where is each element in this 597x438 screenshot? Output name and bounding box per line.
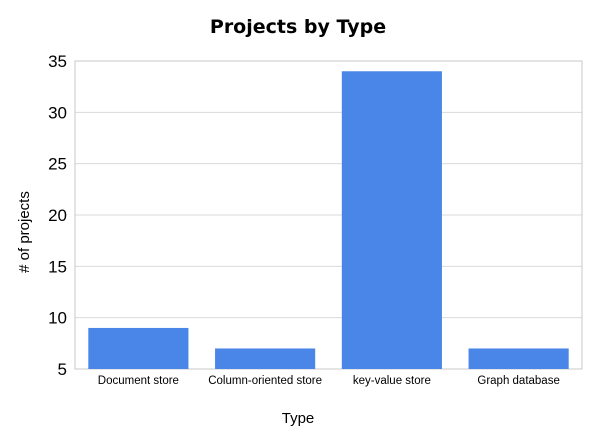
y-tick-label: 20 <box>48 206 67 225</box>
y-tick-label: 10 <box>48 309 67 328</box>
bar <box>88 327 189 369</box>
bar <box>215 348 316 369</box>
bar <box>468 348 569 369</box>
x-tick-label: Document store <box>98 375 179 387</box>
chart-title: Projects by Type <box>210 16 386 38</box>
x-tick-label: Graph database <box>477 375 559 387</box>
x-tick-label: Column-oriented store <box>208 375 322 387</box>
x-tick-label: key-value store <box>353 375 431 387</box>
plot-frame <box>74 60 583 370</box>
x-axis-label: Type <box>282 410 315 427</box>
y-tick-label: 15 <box>48 257 67 276</box>
bar <box>341 71 442 370</box>
bars <box>88 71 569 370</box>
x-tick-labels: Document store Column-oriented store key-v… <box>98 375 560 387</box>
y-axis-label: # of projects <box>16 191 33 273</box>
y-tick-label: 5 <box>58 360 67 379</box>
y-tick-label: 25 <box>48 155 67 174</box>
gridlines <box>75 60 582 370</box>
y-tick-label: 35 <box>48 52 67 71</box>
y-tick-labels: 5 10 15 20 25 30 35 <box>48 52 67 379</box>
y-tick-label: 30 <box>48 103 67 122</box>
